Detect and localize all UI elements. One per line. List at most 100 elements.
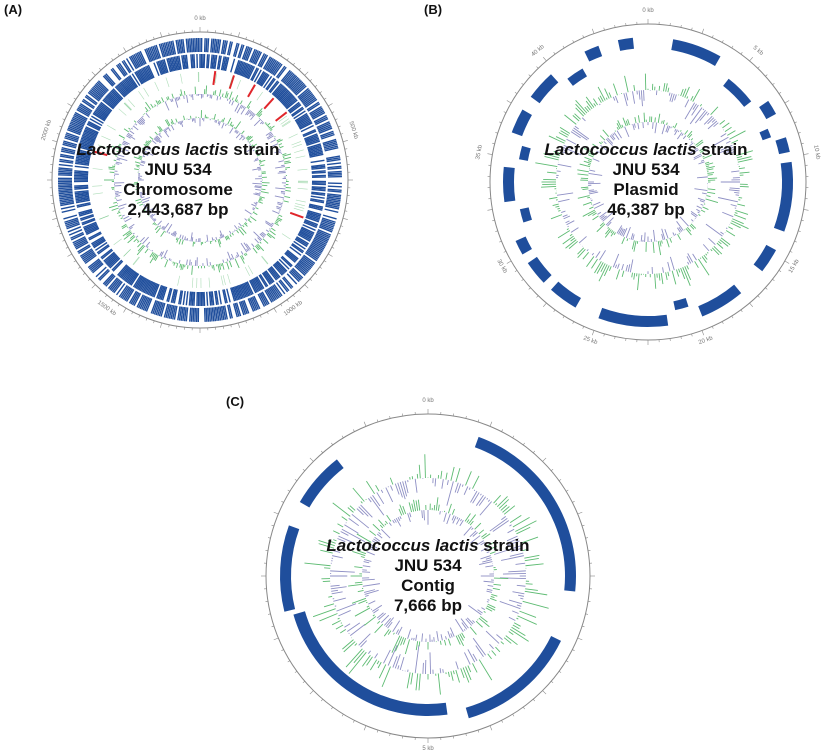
gc-skew-bar — [455, 517, 461, 525]
cds-feature — [241, 45, 248, 60]
gc-skew-bar — [159, 126, 163, 131]
scale-tick — [335, 118, 338, 121]
contig-center-title: Lactococcus lactis strain JNU 534 Contig… — [326, 536, 529, 616]
gc-content-bar — [186, 94, 189, 103]
gc-skew-bar — [154, 225, 159, 231]
scale-tick — [572, 501, 575, 503]
scale-tick — [577, 511, 583, 515]
gc-content-bar — [710, 249, 713, 252]
gc-content-bar — [122, 141, 128, 146]
cds-feature — [217, 39, 222, 54]
gc-skew-bar — [372, 604, 383, 612]
gc-skew-bar — [155, 136, 162, 143]
cds-feature — [77, 244, 91, 253]
gc-content-bar — [387, 645, 398, 666]
gc-skew-bar — [661, 228, 666, 240]
scale-tick — [680, 24, 682, 28]
scale-tick — [331, 442, 334, 446]
gc-skew-bar — [373, 538, 380, 543]
cds-feature — [180, 39, 184, 54]
scale-tick — [465, 415, 467, 419]
gc-skew-bar — [378, 612, 386, 620]
gc-content-bar — [478, 659, 493, 681]
gc-skew-bar — [435, 497, 439, 511]
gc-skew-bar — [217, 239, 221, 248]
gc-skew-bar — [357, 589, 364, 593]
cds-feature — [135, 276, 144, 289]
gc-content-bar — [600, 263, 606, 273]
gc-skew-bar — [362, 583, 380, 587]
gc-skew-bar — [174, 232, 177, 237]
cds-feature — [326, 194, 342, 198]
gc-content-bar — [129, 130, 135, 135]
cds-feature — [236, 60, 243, 75]
cds-block — [293, 611, 448, 716]
gc-content-bar — [479, 501, 492, 516]
gc-skew-bar — [491, 593, 498, 597]
cds-feature — [85, 226, 99, 234]
gc-content-bar — [667, 261, 671, 272]
scale-tick — [302, 468, 306, 472]
cds-feature — [310, 159, 325, 164]
rrna-marker — [247, 84, 256, 98]
cds-feature — [84, 225, 99, 233]
scale-tick — [553, 309, 556, 313]
cds-feature — [69, 122, 83, 130]
gc-skew-bar — [387, 621, 393, 629]
gc-skew-bar — [173, 231, 177, 237]
cds-feature — [323, 143, 338, 149]
cds-feature — [299, 122, 313, 130]
cds-feature — [178, 39, 183, 54]
gc-content-bar — [516, 526, 531, 535]
cds-feature — [74, 190, 89, 193]
cds-feature — [177, 306, 181, 321]
gc-skew-bar — [249, 139, 254, 143]
scale-tick — [536, 295, 539, 298]
gc-skew-bar — [672, 125, 675, 128]
gc-content-bar — [234, 94, 239, 102]
trna-feature — [227, 273, 231, 284]
cds-feature — [307, 211, 321, 217]
cds-feature — [272, 284, 282, 298]
gc-content-bar — [719, 239, 729, 247]
gc-skew-bar — [455, 635, 461, 645]
gc-skew-bar — [699, 148, 704, 152]
cds-feature — [257, 293, 266, 307]
gc-skew-bar — [670, 126, 672, 129]
gc-content-bar — [548, 135, 565, 144]
gc-content-bar — [340, 531, 349, 536]
cds-feature — [304, 97, 317, 107]
gc-skew-bar — [659, 240, 662, 247]
gc-content-bar — [343, 641, 356, 653]
gc-content-bar — [246, 110, 251, 116]
cds-feature — [250, 49, 258, 63]
cds-feature — [267, 268, 278, 281]
scale-tick — [62, 239, 65, 242]
cds-feature — [222, 305, 227, 320]
trna-feature — [244, 266, 251, 277]
scale-tick — [512, 435, 515, 439]
cds-block — [530, 74, 559, 104]
cds-feature — [309, 107, 323, 116]
gc-content-bar — [684, 86, 690, 98]
cds-feature — [89, 260, 102, 271]
cds-feature — [311, 192, 326, 196]
scale-tick — [487, 209, 493, 211]
gc-content-bar — [361, 655, 371, 667]
gc-content-bar — [178, 259, 181, 264]
gc-content-bar — [512, 591, 525, 595]
cds-feature — [155, 44, 162, 59]
gc-skew-bar — [138, 156, 143, 159]
gc-content-bar — [498, 499, 510, 509]
cds-feature — [210, 307, 213, 322]
gc-content-bar — [485, 630, 500, 644]
cds-feature — [60, 150, 75, 155]
cds-feature — [91, 237, 105, 246]
gc-content-bar — [108, 166, 115, 169]
gc-skew-bar — [143, 209, 146, 212]
gc-content-bar — [226, 98, 229, 101]
cds-feature — [173, 289, 178, 304]
gc-content-bar — [402, 481, 408, 497]
cds-feature — [206, 291, 209, 306]
gc-skew-bar — [409, 512, 412, 518]
